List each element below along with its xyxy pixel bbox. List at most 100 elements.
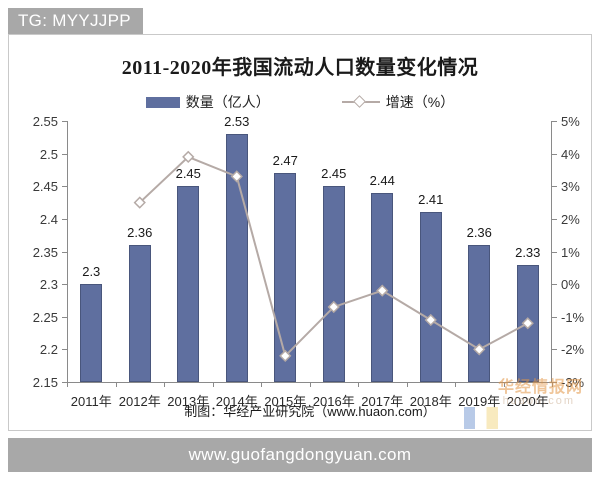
y-axis-right-tick-mark: [552, 186, 557, 188]
chart-source-note: 制图：华经产业研究院（www.huaon.com）: [184, 404, 436, 419]
y-axis-left-tick-mark: [62, 186, 67, 188]
bar-2018年: [419, 212, 442, 382]
legend-label-growth: 增速（%）: [385, 94, 455, 110]
bar-value-label: 2.45: [175, 166, 201, 182]
x-axis-tick-mark: [212, 382, 214, 387]
bar-value-label: 2.33: [515, 244, 541, 260]
x-axis-tick-mark: [406, 382, 408, 387]
y-axis-left: [67, 121, 68, 382]
bar-value-label: 2.36: [127, 224, 153, 240]
growth-diamond-marker: [473, 343, 486, 356]
x-axis-tick-label: 2012年: [118, 394, 161, 409]
x-axis-tick-label: 2015年: [264, 394, 307, 409]
y-axis-left-tick-mark: [62, 121, 67, 122]
y-axis-right: [551, 121, 552, 382]
y-axis-right-tick-mark: [552, 218, 557, 220]
legend-item-growth: 增速（%）: [341, 92, 455, 112]
bar-2011年: [80, 284, 103, 382]
x-axis-tick-mark: [455, 382, 456, 387]
growth-line-series: [133, 150, 534, 363]
growth-diamond-marker: [230, 170, 243, 183]
bar-2012年: [128, 244, 151, 382]
y-axis-right-tick-mark: [552, 284, 557, 286]
growth-diamond-marker: [376, 284, 389, 297]
bar-value-label: 2.47: [272, 153, 298, 169]
y-axis-left-tick-label: 2.3: [39, 277, 58, 293]
y-axis-left-tick-mark: [62, 251, 67, 253]
x-axis-tick-label: 2013年: [167, 394, 210, 409]
y-axis-right-tick-mark: [552, 316, 557, 318]
y-axis-left-tick-label: 2.4: [39, 211, 58, 227]
y-axis-right-tick-mark: [552, 349, 557, 351]
y-axis-left-tick-mark: [62, 349, 67, 351]
bar-2019年: [468, 244, 491, 382]
bar-value-label: 2.45: [321, 166, 347, 182]
y-axis-right-tick-label: 3%: [561, 179, 580, 195]
y-axis-left-tick-mark: [62, 153, 67, 155]
plot-area: 2.15 2.2 2.25 2.3 2.35 2.4 2.45 2.5 2.55 -3% -2% -…: [33, 114, 584, 409]
legend-item-quantity: 数量（亿人）: [145, 92, 270, 112]
x-axis-tick-mark: [115, 382, 117, 387]
growth-diamond-marker: [133, 196, 146, 209]
chart-legend: 数量（亿人） 增速（%）: [9, 92, 591, 112]
growth-diamond-marker: [424, 313, 437, 327]
bar-value-label: 2.36: [466, 224, 492, 240]
x-axis-tick-mark: [67, 382, 68, 387]
x-axis-tick-mark: [164, 382, 165, 387]
y-axis-right-tick-label: 1%: [561, 244, 580, 260]
y-axis-left-tick-mark: [62, 382, 67, 383]
y-axis-right-tick-mark: [552, 121, 557, 122]
chart-card: 2011-2020年我国流动人口数量变化情况 数量（亿人） 增速（%） 2.15…: [8, 34, 592, 431]
bar-2016年: [322, 186, 345, 382]
y-axis-left-tick-label: 2.15: [32, 375, 58, 390]
x-axis-tick-label: 2014年: [215, 394, 258, 409]
x-axis-tick-label: 2019年: [458, 394, 501, 409]
bottom-watermark-banner: www.guofangdongyuan.com: [8, 438, 592, 472]
y-axis-left-tick-mark: [62, 284, 67, 286]
x-axis-tick-label: 2017年: [361, 394, 404, 409]
y-axis-left-tick-label: 2.55: [32, 114, 58, 129]
y-axis-right-tick-mark: [552, 153, 557, 155]
x-axis-tick-label: 2020年: [506, 394, 549, 409]
x-axis-tick-mark: [309, 382, 311, 387]
x-axis-tick-mark: [503, 382, 505, 387]
x-axis-tick-label: 2018年: [409, 394, 452, 409]
growth-diamond-marker: [182, 150, 195, 164]
bar-value-label: 2.41: [418, 192, 444, 208]
x-axis-tick-mark: [261, 382, 262, 387]
y-axis-right-tick-label: -3%: [561, 375, 585, 390]
y-axis-right-tick-label: 4%: [561, 146, 580, 162]
y-axis-left-tick-label: 2.2: [39, 342, 58, 358]
y-axis-left-tick-label: 2.25: [32, 309, 58, 325]
growth-diamond-marker: [279, 349, 292, 363]
y-axis-right-tick-label: -1%: [561, 309, 585, 325]
y-axis-right-tick-label: 0%: [561, 277, 580, 293]
x-axis-tick-mark: [358, 382, 359, 387]
x-axis-tick-label: 2016年: [312, 394, 355, 409]
y-axis-right-tick-label: 2%: [561, 211, 580, 227]
x-axis-tick-mark: [552, 382, 553, 387]
y-axis-left-tick-label: 2.45: [32, 179, 58, 195]
y-axis-right-tick-mark: [552, 382, 557, 383]
bar-value-label: 2.3: [82, 264, 101, 280]
y-axis-right-tick-label: 5%: [561, 114, 580, 129]
bar-swatch-icon: [145, 96, 180, 108]
bar-2015年: [274, 173, 297, 382]
growth-line-path: [139, 155, 529, 358]
growth-diamond-marker: [521, 317, 534, 330]
diamond-line-swatch-icon: [341, 96, 380, 108]
growth-diamond-marker: [327, 300, 340, 314]
y-axis-left-tick-mark: [62, 316, 67, 318]
y-axis-left-tick-label: 2.5: [39, 146, 58, 162]
x-axis-tick-label: 2011年: [70, 394, 112, 409]
y-axis-right-tick-mark: [552, 251, 557, 253]
tag-banner: TG: MYYJJPP: [8, 8, 143, 34]
bar-value-label: 2.44: [369, 172, 395, 188]
y-axis-left-tick-label: 2.35: [32, 244, 58, 260]
bar-2013年: [177, 186, 200, 382]
legend-label-quantity: 数量（亿人）: [185, 94, 270, 110]
y-axis-left-tick-mark: [62, 218, 67, 220]
y-axis-right-tick-label: -2%: [561, 342, 585, 358]
chart-title: 2011-2020年我国流动人口数量变化情况: [121, 57, 479, 79]
bar-value-label: 2.53: [224, 114, 250, 130]
